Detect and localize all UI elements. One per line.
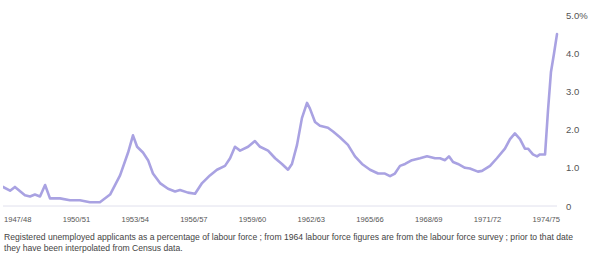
y-tick-label: 3.0 xyxy=(566,86,579,97)
y-tick-label: 5.0% xyxy=(566,10,588,21)
y-tick-label: 0 xyxy=(566,201,571,212)
line-series xyxy=(3,34,557,202)
x-axis-line xyxy=(3,206,557,207)
chart-root: 0 1.0 2.0 3.0 4.0 5.0% 1947/48 1950/51 1953/54 19… xyxy=(0,0,600,259)
x-tick-label: 1971/72 xyxy=(474,215,501,224)
x-tick-label: 1965/66 xyxy=(356,215,383,224)
x-tick-label: 1950/51 xyxy=(63,215,90,224)
x-tick-label: 1953/54 xyxy=(121,215,148,224)
x-tick-label: 1956/57 xyxy=(180,215,207,224)
y-tick-label: 1.0 xyxy=(566,162,579,173)
chart-svg: 0 1.0 2.0 3.0 4.0 5.0% 1947/48 1950/51 1953/54 19… xyxy=(0,0,600,259)
x-tick-label: 1947/48 xyxy=(4,215,31,224)
caption: Registered unemployed applicants as a pe… xyxy=(4,232,579,254)
y-tick-label: 4.0 xyxy=(566,48,579,59)
x-tick-label: 1968/69 xyxy=(415,215,442,224)
plot-area xyxy=(3,34,557,202)
x-tick-label: 1962/63 xyxy=(298,215,325,224)
y-tick-label: 2.0 xyxy=(566,124,579,135)
x-tick-label: 1974/75 xyxy=(533,215,560,224)
x-tick-label: 1959/60 xyxy=(239,215,266,224)
